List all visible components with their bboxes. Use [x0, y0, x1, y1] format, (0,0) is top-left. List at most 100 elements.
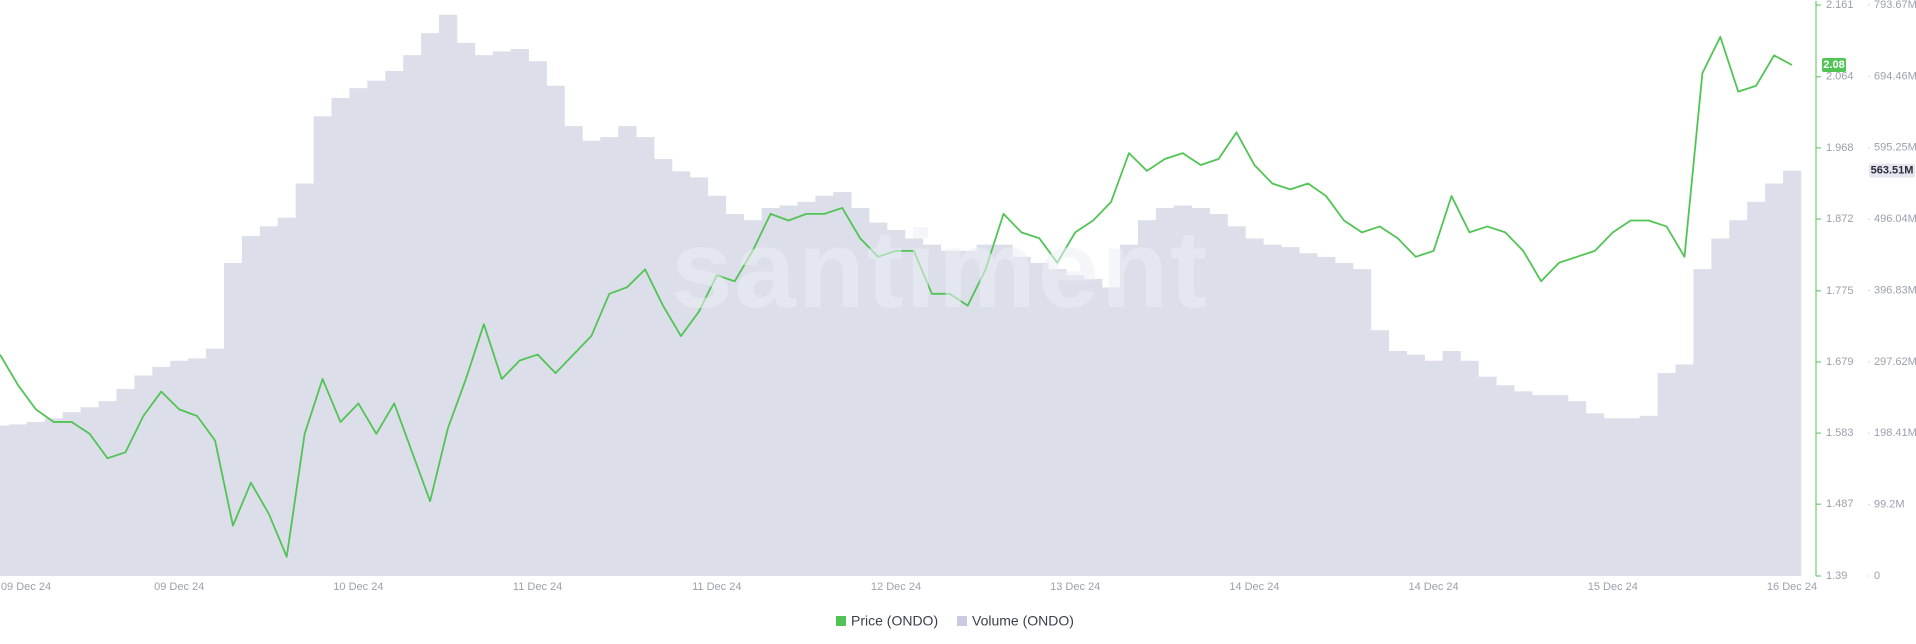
price-line	[0, 35, 1793, 558]
y2-tick-label: 297.62M	[1874, 356, 1916, 368]
y2-tick-label: 0	[1874, 570, 1880, 582]
volume-bar	[707, 195, 727, 576]
x-tick-label: 10 Dec 24	[333, 581, 383, 593]
volume-bar	[636, 137, 655, 576]
legend-label: Price (ONDO)	[851, 613, 938, 629]
volume-bar	[44, 418, 64, 576]
volume-bar	[492, 51, 512, 576]
volume-bar	[958, 250, 977, 576]
volume-bar	[1209, 214, 1228, 576]
volume-bar	[1173, 205, 1192, 576]
volume-bar	[98, 401, 117, 576]
volume-bar	[1066, 275, 1085, 576]
volume-bar	[600, 137, 619, 576]
volume-bar	[725, 214, 744, 576]
x-tick-label: 11 Dec 24	[692, 581, 741, 593]
volume-bar	[1603, 418, 1623, 576]
current-value-badge	[1822, 57, 1846, 72]
volume-bar	[582, 140, 601, 576]
x-tick-label: 15 Dec 24	[1588, 581, 1638, 593]
volume-bar	[940, 250, 960, 576]
volume-bar	[1352, 269, 1372, 576]
volume-bar	[259, 226, 279, 576]
legend-label: Volume (ONDO)	[972, 613, 1074, 629]
volume-bar	[1084, 278, 1103, 576]
volume-bar	[869, 222, 888, 576]
volume-bar	[922, 244, 942, 577]
y2-tick-label: 595.25M	[1874, 142, 1916, 154]
volume-bar	[1765, 183, 1784, 576]
volume-bar	[1030, 262, 1049, 576]
volume-bar	[1460, 360, 1479, 576]
volume-bar	[994, 244, 1013, 577]
volume-bar	[0, 425, 10, 576]
volume-bar	[672, 171, 691, 576]
volume-bar	[1585, 413, 1605, 576]
volume-bar	[904, 238, 924, 576]
volume-bar	[1657, 373, 1676, 576]
y-tick-label: 1.583	[1826, 427, 1854, 439]
volume-bar	[367, 80, 386, 576]
x-tick-label: 14 Dec 24	[1409, 581, 1459, 593]
x-tick-label: 14 Dec 24	[1229, 581, 1279, 593]
y2-tick-label: 496.04M	[1874, 213, 1916, 225]
volume-bar	[1281, 247, 1300, 576]
volume-bar	[277, 217, 296, 577]
volume-bar	[1370, 330, 1390, 576]
volume-bar	[170, 360, 189, 576]
volume-bar	[1317, 256, 1336, 576]
volume-bar	[815, 195, 834, 576]
y2-tick-label: 694.46M	[1874, 70, 1916, 82]
volume-bar	[116, 388, 135, 576]
volume-bar	[241, 236, 261, 576]
legend-swatch	[836, 616, 846, 626]
y2-tick-label: 198.41M	[1874, 427, 1916, 439]
volume-bar	[224, 262, 243, 576]
y-tick-label: 1.679	[1826, 356, 1854, 368]
watermark: santiment	[671, 208, 1209, 331]
y-tick-label: 2.161	[1826, 0, 1854, 11]
y-tick-label: 1.872	[1826, 213, 1854, 225]
volume-bar	[206, 348, 225, 576]
volume-bar	[510, 49, 529, 576]
volume-bar	[654, 159, 673, 576]
current-value-badge	[1869, 163, 1915, 178]
volume-bar	[403, 55, 422, 577]
volume-bar	[833, 192, 852, 576]
volume-bar	[618, 126, 637, 577]
volume-bar	[26, 421, 46, 576]
volume-bar	[1747, 201, 1766, 576]
y-tick-label: 1.487	[1826, 498, 1854, 510]
volume-bar	[564, 126, 583, 577]
current-value-label: 563.51M	[1871, 164, 1914, 176]
volume-bar	[1783, 170, 1802, 576]
x-tick-label: 12 Dec 24	[871, 581, 921, 593]
volume-bar	[761, 207, 780, 576]
volume-bar	[349, 88, 368, 576]
volume-bar	[1675, 364, 1694, 576]
x-tick-label: 09 Dec 24	[154, 581, 204, 593]
volume-bar	[546, 85, 565, 576]
volume-bar	[1621, 418, 1640, 576]
volume-bar	[456, 42, 476, 577]
volume-bar	[887, 229, 906, 576]
volume-bar	[62, 412, 81, 576]
volume-bar	[1335, 262, 1354, 576]
volume-bar	[528, 61, 547, 576]
volume-bar	[1550, 395, 1569, 576]
volume-bar	[1388, 351, 1408, 576]
volume-bar	[797, 201, 816, 576]
y-tick-label: 2.064	[1826, 71, 1854, 83]
volume-bar	[1012, 256, 1031, 576]
volume-bar	[295, 183, 314, 576]
volume-bar	[8, 424, 28, 576]
volume-bar	[1424, 360, 1443, 576]
volume-bar	[421, 33, 440, 577]
volume-bar	[1245, 238, 1264, 576]
volume-bar	[474, 55, 494, 577]
volume-bar	[1729, 220, 1748, 577]
volume-bar	[1478, 376, 1497, 576]
volume-bar	[1442, 351, 1461, 576]
